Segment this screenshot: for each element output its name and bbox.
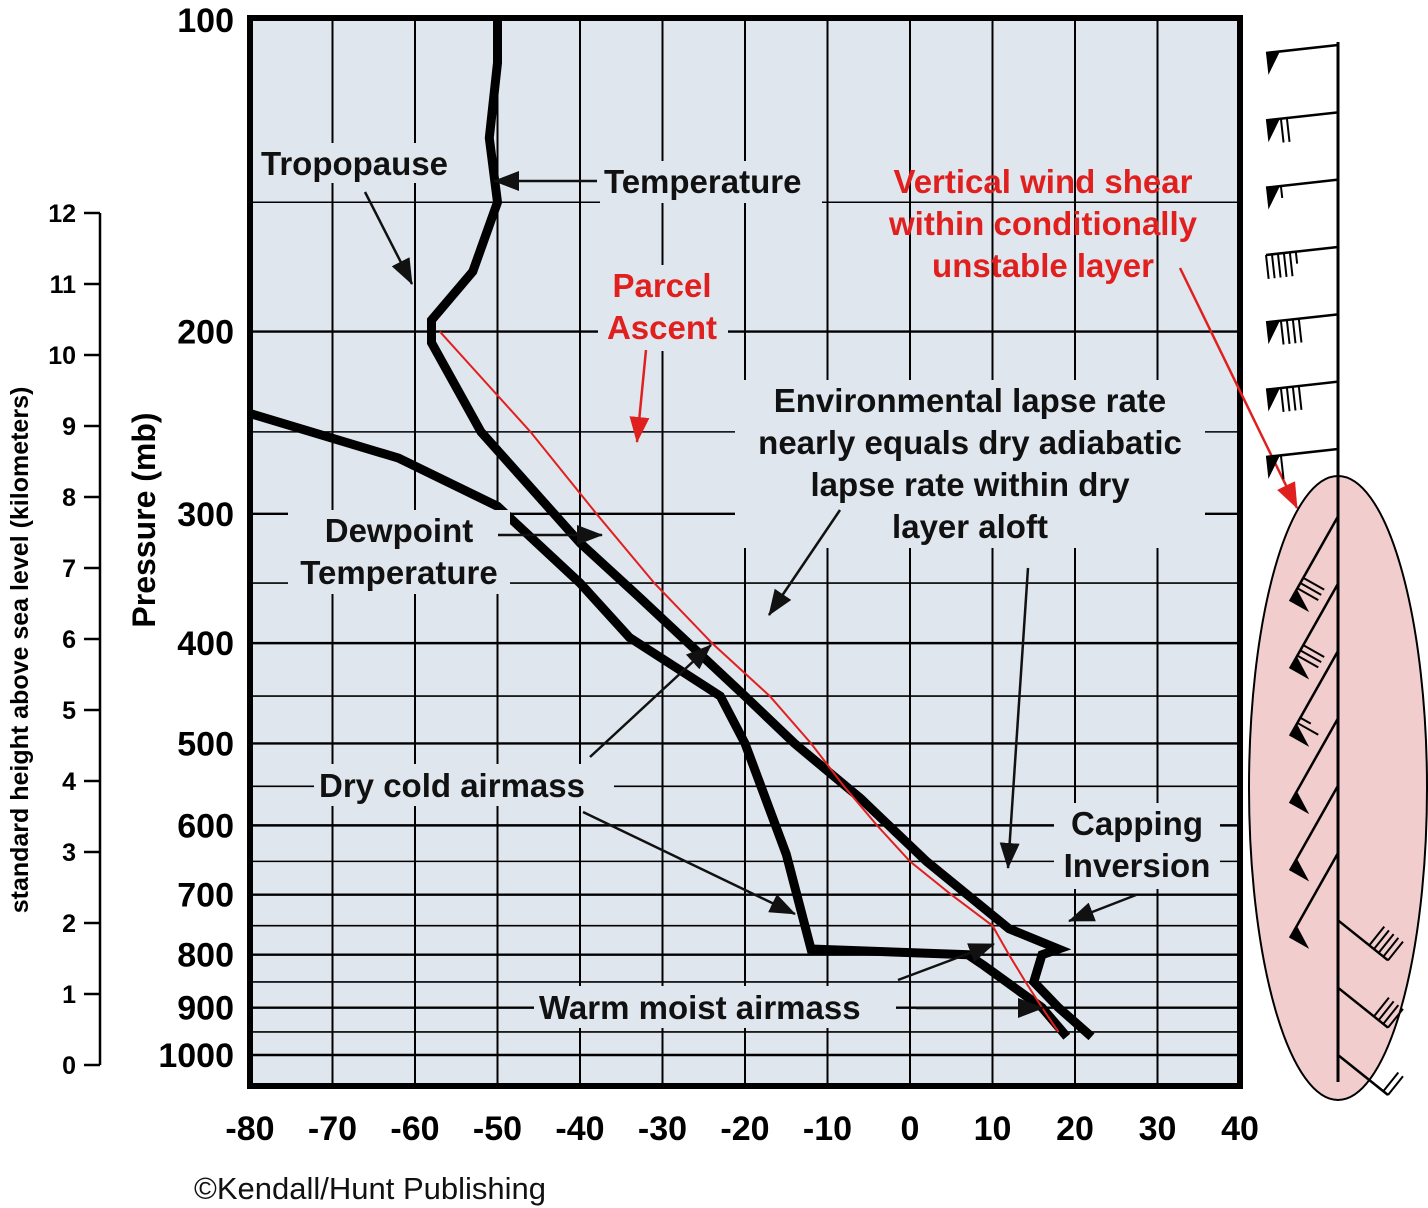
tropopause-label: Tropopause [261, 145, 448, 182]
x-tick-label: -60 [390, 1110, 439, 1148]
height-tick-label: 3 [62, 839, 76, 867]
pressure-tick-label: 500 [177, 725, 234, 763]
dewpoint-label-1: Dewpoint [325, 512, 473, 549]
pressure-tick-label: 800 [177, 937, 234, 975]
x-tick-label: 10 [974, 1110, 1012, 1148]
x-axis-ticks: -80 -70 -60 -50 -40 -30 -20 -10 0 10 20 30 40 [225, 1110, 1258, 1148]
height-tick-label: 11 [50, 271, 77, 299]
env-lapse-arrow-1 [767, 509, 842, 616]
shear-arrow [1178, 267, 1299, 509]
dry-cold-airmass-label: Dry cold airmass [319, 767, 585, 804]
pressure-tick-label: 600 [177, 807, 234, 845]
wind-barb [1288, 852, 1340, 949]
x-tick-label: 0 [901, 1110, 920, 1148]
wind-barb [1265, 111, 1339, 143]
wind-barb [1288, 583, 1340, 680]
height-tick-label: 12 [48, 200, 76, 228]
wind-barb [1337, 919, 1404, 962]
dewpoint-temperature-line [248, 409, 1071, 1040]
x-tick-label: -10 [803, 1110, 852, 1148]
shear-label-2: within conditionally [888, 205, 1198, 242]
x-tick-label: -40 [555, 1110, 604, 1148]
tropopause-arrow [363, 191, 414, 285]
height-tick-label: 6 [62, 626, 76, 654]
wind-profile [1248, 42, 1428, 1101]
pressure-tick-label: 400 [177, 625, 234, 663]
pressure-tick-label: 700 [177, 877, 234, 915]
wind-barb [1265, 380, 1339, 412]
x-tick-label: 30 [1139, 1110, 1177, 1148]
height-tick-label: 7 [62, 555, 76, 583]
warm-moist-arrow-1 [897, 942, 995, 982]
warm-moist-airmass-label: Warm moist airmass [539, 989, 861, 1026]
pressure-tick-label: 1000 [158, 1037, 234, 1075]
wind-barb [1265, 43, 1339, 75]
wind-barb [1265, 245, 1339, 279]
wind-barb [1288, 650, 1340, 747]
capping-inversion-arrow [1068, 893, 1137, 923]
shear-label-3: unstable layer [932, 247, 1154, 284]
x-tick-label: 40 [1221, 1110, 1259, 1148]
plot-frame [247, 15, 1243, 1089]
x-tick-label: -70 [308, 1110, 357, 1148]
x-tick-label: -30 [638, 1110, 687, 1148]
wind-barb [1288, 515, 1340, 613]
wind-barb [1337, 1054, 1404, 1096]
x-tick-label: 20 [1056, 1110, 1094, 1148]
copyright: ©Kendall/Hunt Publishing [194, 1171, 546, 1206]
dry-cold-arrow-2 [582, 810, 796, 916]
label-backgrounds [256, 143, 1220, 1028]
parcel-ascent-label-2: Ascent [607, 309, 717, 346]
env-lapse-label-2: nearly equals dry adiabatic [758, 424, 1182, 461]
pressure-tick-label: 900 [177, 990, 234, 1028]
env-lapse-label-4: layer aloft [892, 508, 1048, 545]
height-tick-label: 2 [62, 910, 76, 938]
wind-barb [1265, 447, 1339, 480]
dry-cold-arrow-1 [589, 644, 712, 758]
height-axis-title: standard height above sea level (kilomet… [6, 387, 34, 914]
height-tick-label: 4 [62, 768, 76, 796]
pressure-tick-label: 100 [177, 2, 234, 40]
temperature-label: Temperature [604, 163, 801, 200]
height-tick-label: 10 [48, 342, 76, 370]
parcel-ascent-line [439, 330, 1060, 1033]
capping-inversion-label-1: Capping [1071, 805, 1203, 842]
env-lapse-label-3: lapse rate within dry [810, 466, 1130, 503]
env-lapse-label-1: Environmental lapse rate [774, 382, 1166, 419]
env-lapse-arrow-2 [999, 567, 1030, 869]
wind-barb [1337, 986, 1404, 1029]
parcel-ascent-arrow [629, 349, 650, 443]
height-tick-label: 8 [62, 484, 76, 512]
x-tick-label: -50 [473, 1110, 522, 1148]
x-tick-label: -20 [720, 1110, 769, 1148]
pressure-axis-title: Pressure (mb) [126, 412, 162, 627]
height-tick-label: 0 [62, 1052, 76, 1080]
capping-inversion-label-2: Inversion [1064, 847, 1211, 884]
pressure-axis-ticks: 100 200 300 400 500 600 700 800 900 1000 [158, 2, 234, 1075]
wind-barb [1288, 717, 1340, 815]
wind-barb [1265, 313, 1339, 345]
pressure-tick-label: 300 [177, 496, 234, 534]
height-tick-label: 5 [62, 697, 76, 725]
wind-barb [1265, 178, 1339, 210]
dewpoint-label-2: Temperature [300, 554, 497, 591]
pressure-tick-label: 200 [177, 314, 234, 352]
shear-label-1: Vertical wind shear [894, 163, 1193, 200]
wind-barbs [1265, 43, 1404, 1096]
wind-barb [1288, 785, 1340, 882]
height-tick-label: 1 [62, 981, 76, 1009]
height-tick-label: 9 [62, 413, 76, 441]
parcel-ascent-label-1: Parcel [612, 267, 711, 304]
annotations: Tropopause Temperature Parcel Ascent Ver… [261, 145, 1299, 1026]
x-tick-label: -80 [225, 1110, 274, 1148]
